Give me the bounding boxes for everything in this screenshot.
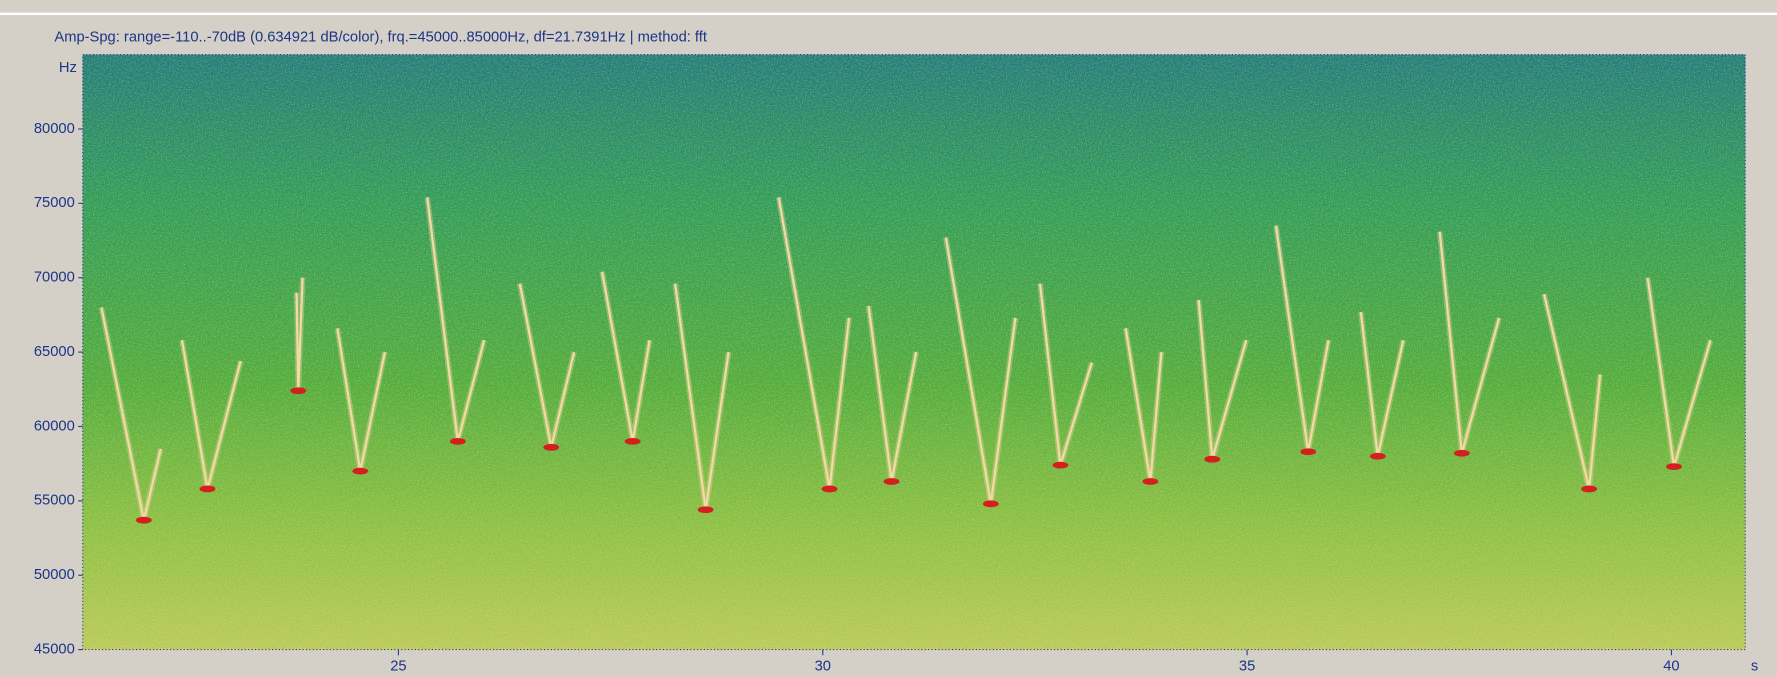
y-tick-label: 75000 (34, 195, 75, 211)
spectrogram-title: Amp-Spg: range=-110..-70dB (0.634921 dB/… (54, 30, 707, 46)
y-tick-label: 80000 (34, 121, 75, 137)
call-peak (1666, 463, 1682, 470)
y-tick-label: 50000 (34, 567, 75, 583)
call-peak (1142, 478, 1158, 485)
call-peak (290, 387, 306, 394)
call-peak (1300, 448, 1316, 455)
call-peak (983, 500, 999, 507)
call-peak (543, 444, 559, 451)
spectrogram-window: Amp-Spg: range=-110..-70dB (0.634921 dB/… (0, 0, 1777, 677)
call-peak (1581, 486, 1597, 493)
page: Amp-Spg: range=-110..-70dB (0.634921 dB/… (0, 0, 1777, 677)
call-peak (136, 517, 152, 524)
call-peak (698, 506, 714, 513)
call-peak (200, 486, 216, 493)
x-tick-label: 35 (1239, 658, 1255, 674)
y-unit: Hz (59, 60, 77, 76)
call-peak (1370, 453, 1386, 460)
call-peak (1204, 456, 1220, 463)
call-peak (822, 486, 838, 493)
call-peak (352, 468, 368, 475)
x-unit: s (1751, 658, 1758, 674)
y-tick-label: 65000 (34, 344, 75, 360)
call-peak (884, 478, 900, 485)
call-peak (1454, 450, 1470, 457)
call-peak (1052, 462, 1068, 469)
y-tick-label: 70000 (34, 270, 75, 286)
call-peak (450, 438, 466, 445)
y-tick-label: 60000 (34, 418, 75, 434)
y-tick-label: 55000 (34, 493, 75, 509)
x-tick-label: 40 (1663, 658, 1679, 674)
x-tick-label: 30 (815, 658, 831, 674)
x-tick-label: 25 (390, 658, 406, 674)
y-tick-label: 45000 (34, 641, 75, 657)
call-peak (625, 438, 641, 445)
